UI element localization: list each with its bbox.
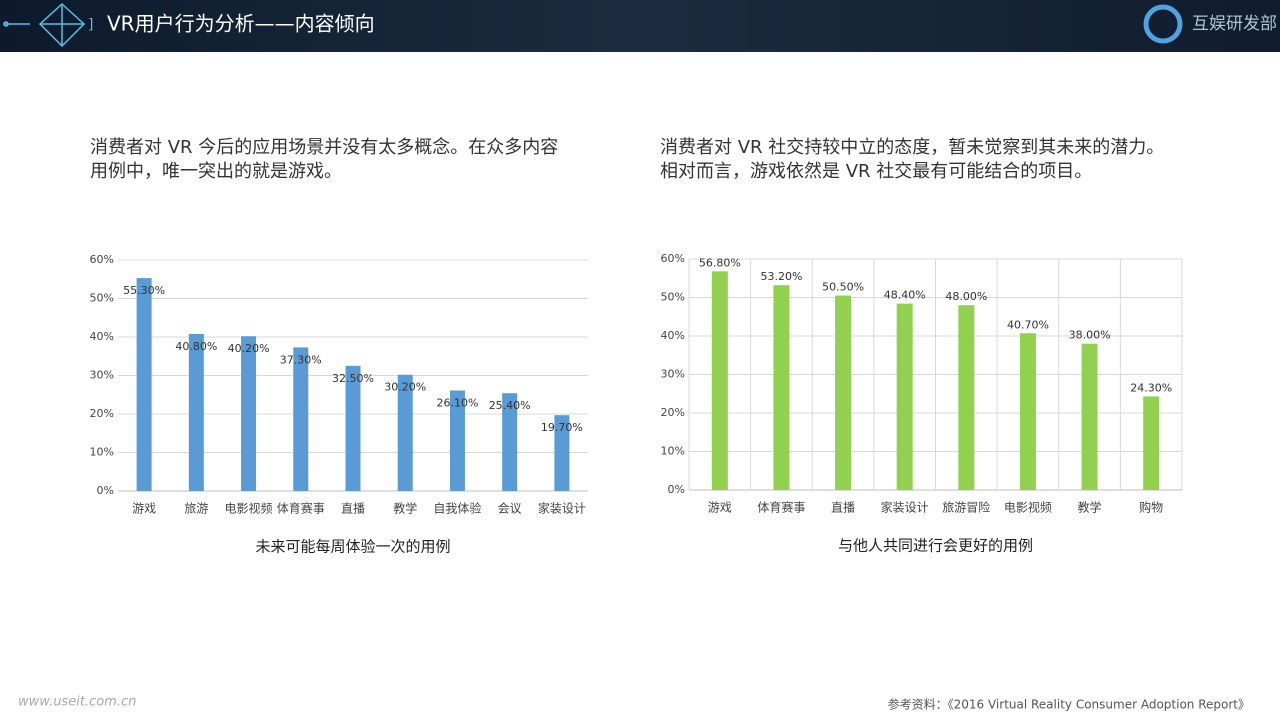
bar — [896, 303, 913, 490]
bar — [502, 393, 518, 491]
x-tick-label: 会议 — [498, 502, 522, 516]
bar — [1019, 333, 1036, 490]
y-tick-label: 10% — [90, 446, 114, 459]
value-label: 56.80% — [699, 256, 741, 269]
paragraph-line: 相对而言，游戏依然是 VR 社交最有可能结合的项目。 — [660, 161, 1092, 182]
y-tick-label: 20% — [661, 406, 685, 419]
x-tick-label: 教学 — [1078, 500, 1102, 515]
y-tick-label: 0% — [97, 484, 114, 497]
value-label: 55.30% — [123, 284, 165, 297]
x-tick-label: 直播 — [831, 501, 855, 515]
header-bar — [0, 0, 1280, 52]
x-tick-label: 游戏 — [132, 502, 156, 516]
bar — [1081, 343, 1098, 490]
value-label: 30.20% — [384, 381, 426, 394]
bar — [136, 278, 152, 491]
x-tick-label: 游戏 — [708, 501, 732, 515]
chart-title: 未来可能每周体验一次的用例 — [255, 538, 450, 556]
x-tick-label: 旅游 — [184, 502, 208, 516]
value-label: 26.10% — [436, 397, 478, 410]
x-tick-label: 购物 — [1139, 500, 1163, 515]
y-tick-label: 60% — [661, 252, 685, 265]
y-tick-label: 60% — [90, 253, 114, 266]
svg-text:]: ] — [88, 17, 93, 33]
value-label: 53.20% — [760, 270, 802, 283]
x-tick-label: 家装设计 — [538, 501, 586, 516]
y-tick-label: 0% — [668, 483, 685, 496]
bar — [835, 295, 852, 490]
x-tick-label: 自我体验 — [433, 501, 481, 516]
value-label: 50.50% — [822, 281, 864, 294]
x-tick-label: 电影视频 — [1004, 500, 1052, 515]
source: 参考资料：《2016 Virtual Reality Consumer Adop… — [888, 697, 1250, 712]
value-label: 24.30% — [1130, 381, 1172, 394]
value-label: 40.70% — [1007, 318, 1049, 331]
x-tick-label: 体育赛事 — [757, 500, 805, 515]
value-label: 25.40% — [489, 399, 531, 412]
paragraph-line: 用例中，唯一突出的就是游戏。 — [90, 161, 342, 182]
x-tick-label: 旅游冒险 — [942, 500, 990, 515]
x-tick-label: 体育赛事 — [277, 501, 325, 516]
x-tick-label: 家装设计 — [881, 500, 929, 515]
bar — [397, 374, 413, 491]
value-label: 48.40% — [884, 289, 926, 302]
y-tick-label: 30% — [661, 368, 685, 381]
header-icon: ] — [3, 2, 93, 48]
value-label: 37.30% — [280, 353, 322, 366]
x-tick-label: 直播 — [341, 502, 365, 516]
y-tick-label: 50% — [90, 292, 114, 305]
value-label: 19.70% — [541, 421, 583, 434]
y-tick-label: 10% — [661, 445, 685, 458]
bar — [293, 347, 309, 491]
value-label: 40.20% — [228, 342, 270, 355]
y-tick-label: 30% — [90, 369, 114, 382]
bar — [958, 305, 975, 490]
value-label: 38.00% — [1069, 329, 1111, 342]
bar — [711, 271, 728, 490]
y-tick-label: 50% — [661, 291, 685, 304]
paragraph-line: 消费者对 VR 社交持较中立的态度，暂未觉察到其未来的潜力。 — [660, 137, 1164, 158]
bar — [188, 333, 204, 491]
value-label: 40.80% — [175, 340, 217, 353]
logo-text: 互娱研发部 — [1192, 14, 1277, 34]
header-title: VR用户行为分析——内容倾向 — [107, 12, 375, 36]
x-tick-label: 教学 — [393, 501, 417, 516]
y-tick-label: 40% — [661, 329, 685, 342]
y-tick-label: 20% — [90, 407, 114, 420]
bar — [345, 365, 361, 491]
x-tick-label: 电影视频 — [225, 501, 273, 516]
value-label: 48.00% — [945, 290, 987, 303]
value-label: 32.50% — [332, 372, 374, 385]
logo-icon — [1143, 4, 1183, 44]
watermark: www.useit.com.cn — [18, 695, 136, 710]
paragraph-line: 消费者对 VR 今后的应用场景并没有太多概念。在众多内容 — [90, 136, 558, 158]
bar — [449, 390, 465, 491]
bar — [1143, 396, 1160, 490]
bar — [773, 285, 790, 490]
chart-title: 与他人共同进行会更好的用例 — [838, 537, 1033, 555]
y-tick-label: 40% — [90, 330, 114, 343]
bar — [554, 415, 570, 491]
bar — [241, 336, 257, 491]
